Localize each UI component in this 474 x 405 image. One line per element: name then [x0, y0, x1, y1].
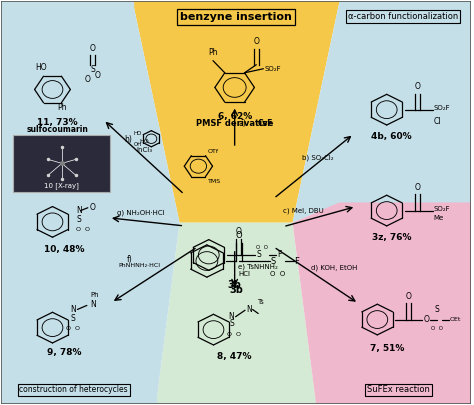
Bar [340, 1, 472, 202]
Text: O: O [405, 292, 411, 301]
Text: f): f) [127, 254, 133, 264]
Text: O: O [254, 37, 259, 46]
Text: OEt: OEt [450, 317, 461, 322]
Text: Ph: Ph [90, 292, 99, 298]
Polygon shape [133, 1, 340, 223]
Text: 10 [X-ray]: 10 [X-ray] [45, 182, 79, 188]
Text: Me: Me [434, 215, 444, 222]
Text: HCl: HCl [238, 271, 250, 277]
Text: F: F [294, 256, 299, 266]
Text: SO₂F: SO₂F [434, 206, 450, 211]
Text: HO: HO [134, 130, 142, 136]
Text: N: N [70, 305, 75, 314]
Text: S: S [434, 305, 439, 314]
FancyBboxPatch shape [13, 135, 110, 192]
Text: O: O [90, 44, 95, 53]
Text: SO₂F: SO₂F [264, 66, 281, 72]
Text: 6, 62%: 6, 62% [218, 112, 252, 121]
Text: S: S [76, 215, 81, 224]
Text: O  O: O O [76, 227, 90, 232]
Text: O: O [236, 231, 242, 240]
Text: a): a) [238, 119, 246, 128]
Text: e) TsNHNH₂: e) TsNHNH₂ [238, 264, 278, 270]
Text: 8, 47%: 8, 47% [218, 352, 252, 361]
Text: S: S [230, 319, 235, 328]
Text: OTf: OTf [208, 149, 219, 153]
Text: O  O: O O [227, 332, 241, 337]
Text: 3b: 3b [228, 280, 242, 290]
Text: TMS: TMS [208, 179, 221, 184]
Text: S: S [271, 256, 276, 266]
Text: Ts: Ts [257, 298, 264, 305]
Polygon shape [292, 202, 472, 404]
Text: 7, 51%: 7, 51% [370, 344, 404, 353]
Text: sulfocoumarin: sulfocoumarin [26, 125, 88, 134]
Text: F: F [277, 250, 282, 260]
Polygon shape [156, 223, 316, 404]
Text: O  O: O O [270, 271, 285, 277]
Text: O: O [415, 183, 421, 192]
Polygon shape [0, 202, 180, 404]
Text: benzyne insertion: benzyne insertion [180, 12, 292, 22]
Text: h): h) [125, 135, 133, 145]
Text: S: S [90, 65, 95, 74]
Text: d) KOH, EtOH: d) KOH, EtOH [311, 264, 358, 271]
Text: O: O [236, 227, 241, 237]
Text: O  O: O O [256, 245, 268, 250]
Text: O: O [95, 71, 100, 80]
Text: O  O: O O [66, 326, 80, 331]
Text: α-carbon functionalization: α-carbon functionalization [348, 12, 458, 21]
Polygon shape [292, 1, 472, 223]
Text: HO: HO [139, 139, 149, 145]
Polygon shape [0, 1, 180, 223]
Text: O  O: O O [430, 326, 443, 330]
Text: 9, 78%: 9, 78% [47, 348, 82, 357]
Bar [0, 1, 133, 202]
Text: 4b, 60%: 4b, 60% [371, 132, 412, 141]
Text: O: O [85, 75, 91, 84]
Text: Ph: Ph [208, 49, 218, 58]
Text: N: N [90, 300, 96, 309]
Text: O: O [423, 315, 429, 324]
Text: HO: HO [35, 63, 46, 72]
Text: N: N [246, 305, 252, 314]
Text: O: O [90, 203, 96, 212]
Text: 3b: 3b [229, 285, 243, 295]
Text: S: S [256, 250, 261, 260]
Text: Ph: Ph [57, 103, 67, 112]
Text: Cl: Cl [434, 117, 441, 126]
Text: b) SO₂Cl₂: b) SO₂Cl₂ [302, 155, 334, 161]
Text: 11, 73%: 11, 73% [37, 118, 77, 127]
Text: N: N [76, 206, 82, 215]
Text: SO₂F: SO₂F [434, 104, 450, 111]
Text: construction of heterocycles: construction of heterocycles [19, 385, 128, 394]
Text: S: S [70, 314, 75, 323]
Text: g) NH₂OH·HCl: g) NH₂OH·HCl [117, 209, 165, 216]
Bar [316, 202, 472, 404]
Text: 3z, 76%: 3z, 76% [372, 233, 411, 242]
Text: OH: OH [134, 142, 142, 147]
Text: O: O [415, 82, 421, 91]
Text: N: N [228, 312, 234, 321]
Text: InCl₃: InCl₃ [136, 147, 152, 153]
Text: SuFEx reaction: SuFEx reaction [367, 385, 430, 394]
Text: c) MeI, DBU: c) MeI, DBU [283, 207, 324, 214]
Text: PhNHNH₂·HCl: PhNHNH₂·HCl [118, 263, 161, 268]
Text: CsF: CsF [257, 119, 273, 128]
Text: PMSF derivative: PMSF derivative [196, 119, 273, 128]
Bar [0, 202, 156, 404]
Text: 10, 48%: 10, 48% [44, 245, 84, 254]
